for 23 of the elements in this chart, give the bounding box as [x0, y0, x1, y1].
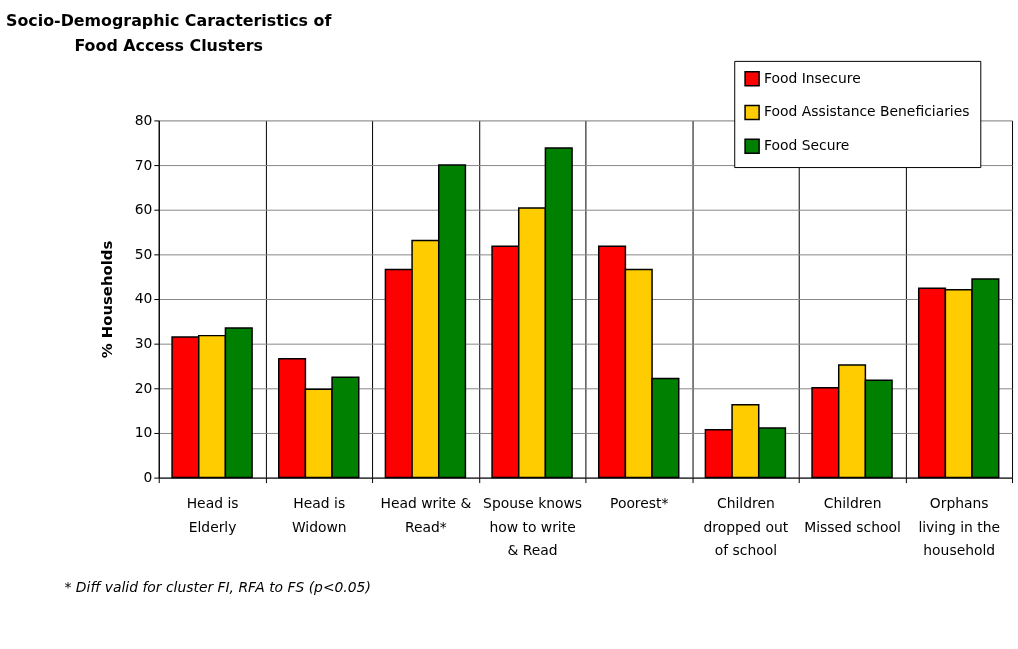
chart-title: Socio-Demographic Caracteristics of Food Access Clusters [6, 10, 333, 56]
y-tick-label: 20 [134, 379, 153, 396]
legend-label: Food Assistance Beneficiaries [764, 103, 970, 120]
x-tick-label: Children dropped out of school [703, 494, 789, 559]
y-tick-label: 40 [134, 290, 153, 307]
legend-label: Food Secure [764, 137, 850, 154]
y-tick-label: 30 [134, 335, 153, 352]
text: * Diff valid for cluster FI, RFA to FS (p<0.05) [64, 578, 371, 595]
x-tick-label: Orphans living in the household [918, 494, 1001, 559]
y-tick-label: 80 [134, 111, 153, 128]
x-tick-label: Children Missed school [804, 494, 901, 535]
y-tick-label: 0 [143, 469, 153, 486]
x-tick-label: Head is Elderly [186, 494, 239, 535]
y-tick-label: 70 [134, 156, 153, 173]
y-axis-title: % Households [97, 240, 116, 359]
x-tick-label: Head write & Read* [380, 494, 472, 535]
y-tick-label: 50 [134, 245, 153, 262]
x-tick-label: Head is Widown [291, 494, 347, 535]
legend-label: Food Insecure [764, 69, 861, 86]
y-tick-label: 10 [134, 424, 153, 441]
x-tick-label: Spouse knows how to write & Read [483, 494, 583, 559]
x-tick-label: Poorest* [610, 494, 669, 511]
y-tick-label: 60 [134, 201, 153, 218]
